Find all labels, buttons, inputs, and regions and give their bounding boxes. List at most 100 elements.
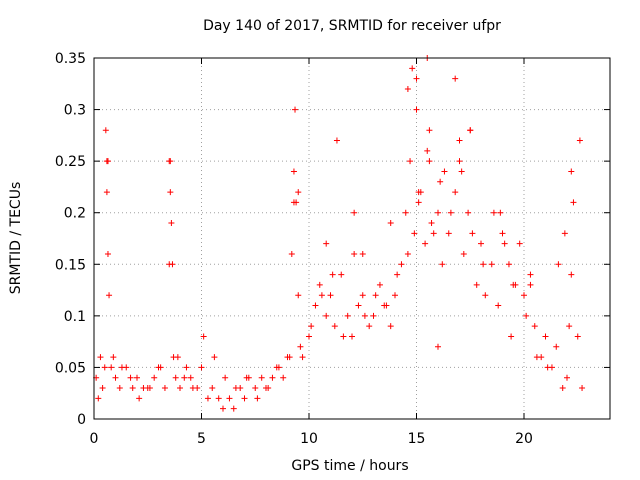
data-point xyxy=(167,158,174,165)
data-point xyxy=(570,199,577,206)
data-point xyxy=(404,85,411,92)
data-point xyxy=(407,158,414,165)
y-tick-label: 0.15 xyxy=(55,257,86,273)
x-tick-label: 15 xyxy=(408,431,426,447)
y-tick-label: 0 xyxy=(77,412,86,428)
data-point xyxy=(370,312,377,319)
data-point xyxy=(241,395,248,402)
data-point xyxy=(209,385,216,392)
data-point xyxy=(108,364,115,371)
data-point xyxy=(292,106,299,113)
x-tick-label: 20 xyxy=(515,431,533,447)
data-point xyxy=(308,323,315,330)
data-point xyxy=(579,385,586,392)
data-point xyxy=(215,395,222,402)
data-point xyxy=(136,395,143,402)
data-point xyxy=(232,385,239,392)
x-tick-label: 5 xyxy=(197,431,206,447)
data-point xyxy=(329,271,336,278)
y-tick-label: 0.25 xyxy=(55,154,86,170)
data-point xyxy=(409,65,416,72)
data-point xyxy=(316,281,323,288)
data-point xyxy=(523,312,530,319)
data-point xyxy=(564,374,570,381)
data-point xyxy=(437,178,444,185)
data-point xyxy=(243,374,250,381)
data-point xyxy=(435,343,441,350)
data-point xyxy=(456,137,463,144)
data-point xyxy=(299,354,306,361)
data-point xyxy=(134,374,140,381)
data-point xyxy=(456,158,463,165)
data-point xyxy=(387,323,394,330)
data-point xyxy=(290,199,297,206)
data-point xyxy=(439,261,446,268)
data-point xyxy=(323,312,330,319)
data-point xyxy=(181,374,188,381)
data-point xyxy=(269,374,276,381)
data-point xyxy=(574,333,581,340)
data-point xyxy=(323,240,330,247)
data-point xyxy=(467,127,474,134)
data-point xyxy=(495,302,502,309)
data-point xyxy=(174,354,181,361)
data-point xyxy=(482,292,489,299)
y-axis-label: SRMTID / TECUs xyxy=(8,182,24,295)
data-point xyxy=(104,250,111,257)
data-point xyxy=(258,374,265,381)
data-point xyxy=(542,333,549,340)
data-point xyxy=(103,189,110,196)
data-point xyxy=(359,292,366,299)
data-point xyxy=(254,395,261,402)
data-point xyxy=(458,168,465,175)
data-point xyxy=(394,271,401,278)
data-point xyxy=(333,137,340,144)
data-point xyxy=(501,240,508,247)
data-point xyxy=(490,209,497,216)
data-point xyxy=(568,271,575,278)
data-point xyxy=(312,302,319,309)
data-point xyxy=(376,281,383,288)
data-point xyxy=(187,374,194,381)
data-point xyxy=(151,374,158,381)
data-point xyxy=(104,158,111,165)
data-point xyxy=(480,261,487,268)
plot-frame xyxy=(93,57,611,420)
data-point xyxy=(366,323,373,330)
y-tick-label: 0.05 xyxy=(55,360,86,376)
y-tick-label: 0.3 xyxy=(64,103,86,119)
data-point xyxy=(351,209,358,216)
data-point xyxy=(387,220,394,227)
data-point xyxy=(129,385,136,392)
data-point xyxy=(531,323,538,330)
data-point xyxy=(295,292,302,299)
chart-title: Day 140 of 2017, SRMTID for receiver ufp… xyxy=(203,18,501,34)
data-point xyxy=(415,199,422,206)
data-point xyxy=(349,333,355,340)
data-point xyxy=(97,354,104,361)
data-point xyxy=(426,127,433,134)
data-point xyxy=(441,168,448,175)
x-tick-label: 10 xyxy=(300,431,318,447)
data-point xyxy=(166,261,173,268)
data-point xyxy=(465,209,472,216)
data-point xyxy=(167,189,174,196)
data-point xyxy=(561,230,568,237)
data-point xyxy=(361,312,368,319)
y-tick-label: 0.1 xyxy=(64,309,86,325)
data-point xyxy=(447,209,454,216)
data-point xyxy=(576,137,583,144)
data-point xyxy=(435,209,441,216)
x-axis-label: GPS time / hours xyxy=(291,458,408,474)
data-point xyxy=(101,364,108,371)
data-point xyxy=(220,405,226,412)
data-point xyxy=(189,385,196,392)
data-point xyxy=(452,75,459,82)
data-point xyxy=(355,302,362,309)
data-point xyxy=(183,364,190,371)
data-point xyxy=(527,281,534,288)
data-point xyxy=(413,106,420,113)
data-point xyxy=(415,189,422,196)
data-point xyxy=(177,385,183,392)
